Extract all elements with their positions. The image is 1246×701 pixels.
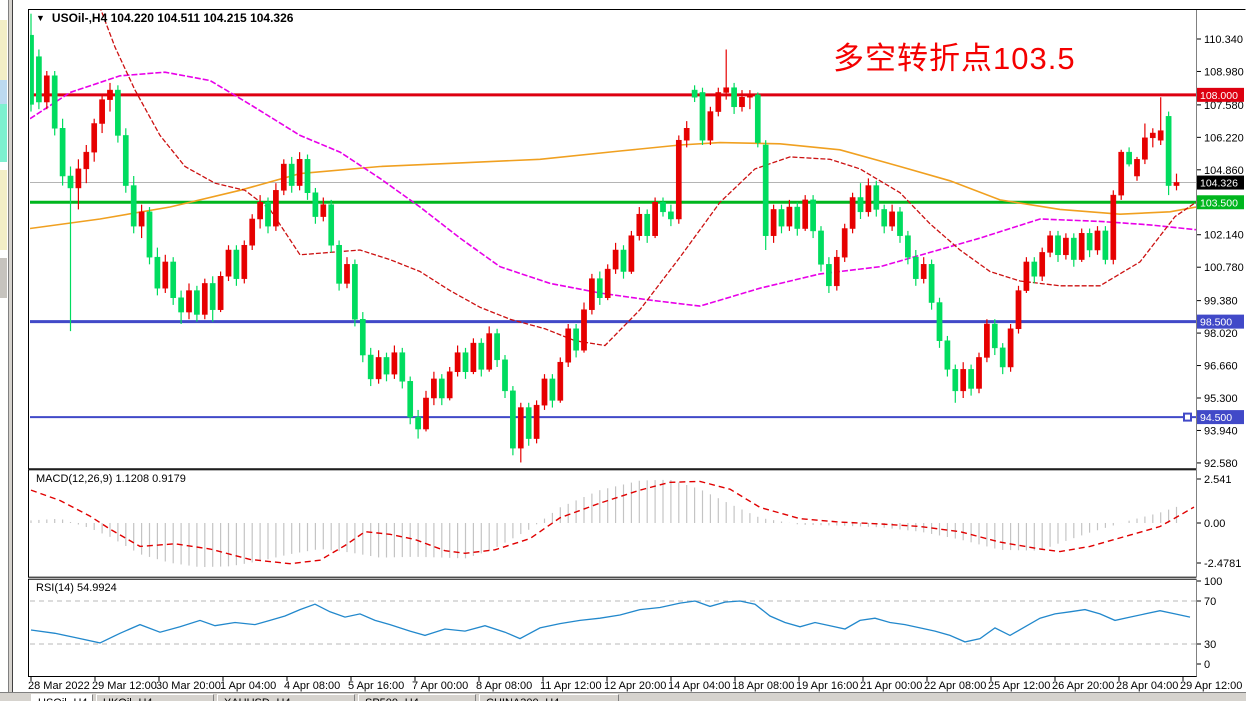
- svg-text:108.980: 108.980: [1204, 66, 1244, 78]
- axis-badge-103.500: [1197, 195, 1244, 210]
- svg-text:100: 100: [1204, 576, 1222, 588]
- svg-text:0: 0: [1204, 659, 1210, 671]
- svg-text:25 Apr 12:00: 25 Apr 12:00: [988, 680, 1050, 692]
- price-axis-column: [1196, 9, 1246, 677]
- background-window-color-segment: [0, 104, 7, 162]
- axis-badge-108.000: [1197, 87, 1244, 102]
- rsi-indicator-label: RSI(14) 54.9924: [36, 582, 117, 594]
- svg-text:29 Apr 12:00: 29 Apr 12:00: [1180, 680, 1242, 692]
- background-window-color-segment: [0, 170, 7, 250]
- svg-text:30 Mar 20:00: 30 Mar 20:00: [156, 680, 221, 692]
- background-window-color-segment: [0, 258, 7, 298]
- svg-text:96.660: 96.660: [1204, 361, 1238, 373]
- svg-text:26 Apr 20:00: 26 Apr 20:00: [1052, 680, 1114, 692]
- macd-layer: [30, 479, 1195, 568]
- chart-title-bar: ▼ USOil-,H4 104.220 104.511 104.215 104.…: [36, 11, 293, 25]
- chinese-annotation-text: 多空转折点103.5: [833, 41, 1076, 76]
- main-plot-layer: [30, 10, 1196, 422]
- rsi-panel[interactable]: [28, 578, 1197, 678]
- background-window-color-segment: [0, 80, 7, 104]
- svg-text:14 Apr 04:00: 14 Apr 04:00: [668, 680, 730, 692]
- svg-text:110.340: 110.340: [1204, 34, 1243, 46]
- svg-text:108.000: 108.000: [1200, 90, 1238, 102]
- svg-text:8 Apr 08:00: 8 Apr 08:00: [476, 680, 532, 692]
- macd-signal-line: [30, 480, 1195, 565]
- svg-text:98.020: 98.020: [1204, 328, 1238, 340]
- svg-text:95.300: 95.300: [1204, 393, 1238, 405]
- axis-badge-98.500: [1197, 314, 1244, 329]
- candles-layer: [30, 13, 1180, 463]
- symbol-dropdown-icon[interactable]: ▼: [36, 12, 45, 23]
- time-axis-labels: 28 Mar 2022 29 Mar 12:00 30 Mar 20:00 1 Apr…: [28, 676, 1242, 692]
- background-window-color-segment: [0, 20, 7, 80]
- svg-text:18 Apr 08:00: 18 Apr 08:00: [732, 680, 794, 692]
- current-price-badge: [1197, 175, 1244, 190]
- tab-sp500[interactable]: SP500-,H4: [358, 694, 476, 701]
- macd-panel[interactable]: [28, 469, 1197, 578]
- svg-text:104.326: 104.326: [1200, 178, 1238, 190]
- axis-badge-94.500: [1197, 410, 1244, 425]
- tab-china300[interactable]: CHINA300-,H4: [479, 694, 619, 701]
- svg-text:107.580: 107.580: [1204, 100, 1244, 112]
- macd-indicator-label: MACD(12,26,9) 1.1208 0.9179: [36, 473, 186, 485]
- svg-text:30: 30: [1204, 639, 1216, 651]
- tab-usoil[interactable]: USOil-,H4: [31, 694, 93, 701]
- svg-text:106.220: 106.220: [1204, 132, 1244, 144]
- svg-text:100.780: 100.780: [1204, 262, 1244, 274]
- rsi-line: [30, 600, 1191, 644]
- svg-text:98.500: 98.500: [1200, 317, 1232, 329]
- svg-text:0.00: 0.00: [1204, 518, 1225, 530]
- svg-text:-2.4781: -2.4781: [1204, 558, 1241, 570]
- svg-text:4 Apr 08:00: 4 Apr 08:00: [284, 680, 340, 692]
- svg-text:94.500: 94.500: [1200, 412, 1232, 424]
- svg-text:29 Mar 12:00: 29 Mar 12:00: [92, 680, 157, 692]
- rsi-layer: [30, 600, 1196, 645]
- indicator-axis-labels: 2.541 0.00 -2.4781 100 70 30 0: [1197, 474, 1241, 671]
- svg-text:104.860: 104.860: [1204, 165, 1244, 177]
- svg-text:19 Apr 16:00: 19 Apr 16:00: [796, 680, 858, 692]
- tab-ukoil[interactable]: UKOil-,H4: [96, 694, 214, 701]
- tab-xauusd[interactable]: XAUUSD-,H4: [217, 694, 355, 701]
- svg-text:11 Apr 12:00: 11 Apr 12:00: [540, 680, 602, 692]
- main-chart-panel[interactable]: [28, 9, 1197, 470]
- svg-text:22 Apr 08:00: 22 Apr 08:00: [924, 680, 986, 692]
- svg-text:28 Mar 2022: 28 Mar 2022: [28, 680, 90, 692]
- svg-text:99.380: 99.380: [1204, 296, 1238, 308]
- background-window-sliver: [0, 0, 8, 701]
- symbol-title: USOil-,H4 104.220 104.511 104.215 104.32…: [51, 11, 294, 25]
- svg-text:93.940: 93.940: [1204, 425, 1238, 437]
- ma-magenta: [30, 71, 1196, 307]
- svg-text:103.500: 103.500: [1200, 197, 1238, 209]
- svg-text:1 Apr 04:00: 1 Apr 04:00: [220, 680, 276, 692]
- svg-text:92.580: 92.580: [1204, 458, 1238, 470]
- ma-red: [100, 10, 1196, 347]
- svg-text:102.140: 102.140: [1204, 230, 1244, 242]
- svg-text:70: 70: [1204, 596, 1216, 608]
- chart-tab-bar: USOil-,H4 UKOil-,H4 XAUUSD-,H4 SP500-,H4…: [0, 692, 1246, 701]
- svg-text:2.541: 2.541: [1204, 474, 1232, 486]
- svg-text:28 Apr 04:00: 28 Apr 04:00: [1116, 680, 1178, 692]
- svg-text:21 Apr 00:00: 21 Apr 00:00: [860, 680, 922, 692]
- svg-text:12 Apr 20:00: 12 Apr 20:00: [604, 680, 666, 692]
- svg-text:7 Apr 00:00: 7 Apr 00:00: [412, 680, 468, 692]
- window-separator: [8, 0, 13, 692]
- svg-text:5 Apr 16:00: 5 Apr 16:00: [348, 680, 404, 692]
- hline-drag-handle[interactable]: [1183, 412, 1192, 422]
- ma-orange: [30, 141, 1196, 230]
- price-axis-labels: 110.340 108.980 107.580 106.220 104.860 102.1…: [1197, 34, 1244, 470]
